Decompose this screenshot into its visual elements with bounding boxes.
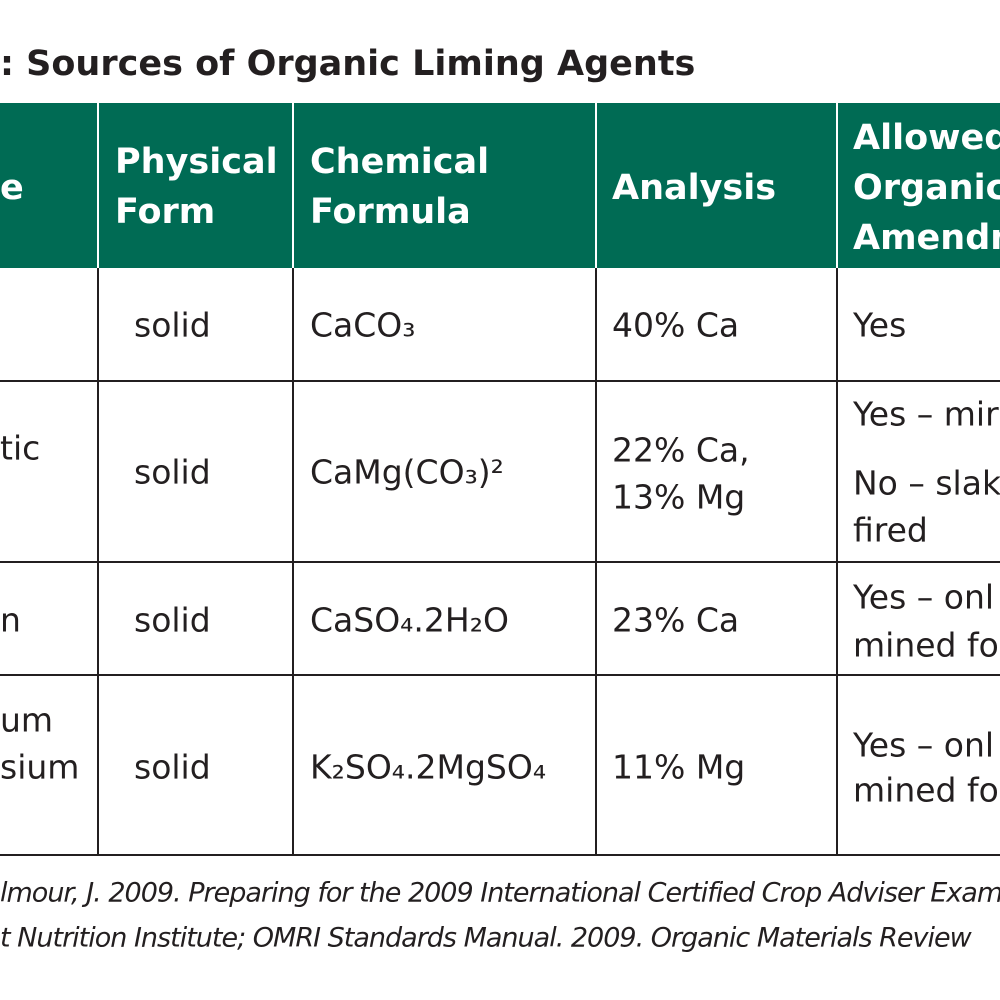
table-cell: Yes – onl <box>853 577 995 617</box>
table-cell: No – slak <box>853 463 1000 503</box>
header-background <box>0 103 1000 268</box>
header-cell: Physical <box>115 142 278 182</box>
table-cell: solid <box>134 600 211 640</box>
footnote: t Nutrition Institute; OMRI Standards Ma… <box>0 922 972 954</box>
table-cell: Yes – mir <box>853 394 999 434</box>
header-cell: Amendm <box>853 218 1000 258</box>
header-dividers <box>97 103 838 268</box>
table-cell: 40% Ca <box>612 305 740 345</box>
table-cell: 13% Mg <box>612 477 746 517</box>
body-lines <box>0 268 1000 856</box>
header-cell: Form <box>115 192 216 232</box>
footnote: lmour, J. 2009. Preparing for the 2009 I… <box>0 877 1000 909</box>
table-cell: K₂SO₄.2MgSO₄ <box>310 747 547 787</box>
header-cell: Allowed <box>853 118 1000 158</box>
table-cell: um <box>0 700 54 740</box>
table-cell: n <box>0 600 21 640</box>
header-cell: Organic <box>853 168 1000 208</box>
table-cell: mined fo <box>853 625 999 665</box>
table-cell: CaCO₃ <box>310 305 416 345</box>
table-cell: Yes – onl <box>853 725 995 765</box>
table-cell: sium <box>0 747 80 787</box>
table-cell: CaSO₄.2H₂O <box>310 600 509 640</box>
table-cell: mined fo <box>853 770 999 810</box>
table-cell: 23% Ca <box>612 600 740 640</box>
table-cell: fired <box>853 510 928 550</box>
table-cell: tic <box>0 428 41 468</box>
header-cell: e <box>0 168 24 208</box>
table-cell: 11% Mg <box>612 747 746 787</box>
table-cell: CaMg(CO₃)² <box>310 452 504 492</box>
header-cell: Analysis <box>612 168 777 208</box>
table-cell: 22% Ca, <box>612 430 750 470</box>
header-cell: Formula <box>310 192 471 232</box>
title: : Sources of Organic Liming Agents <box>0 44 696 84</box>
table-cell: Yes <box>853 305 907 345</box>
header-cell: Chemical <box>310 142 490 182</box>
table-cell: solid <box>134 747 211 787</box>
table-cell: solid <box>134 305 211 345</box>
table-cell: solid <box>134 452 211 492</box>
